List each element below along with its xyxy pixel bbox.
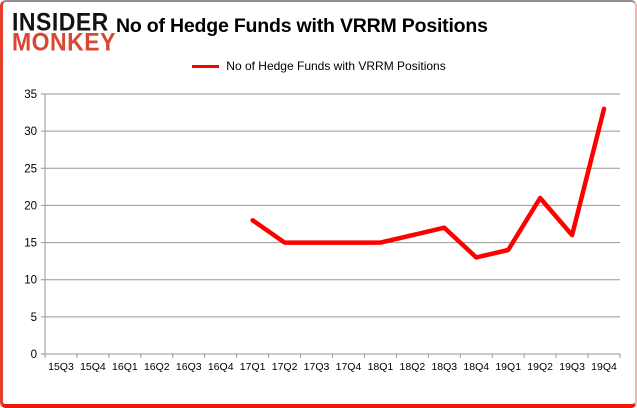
- x-tick-label: 19Q3: [559, 361, 585, 373]
- x-tick-label: 19Q2: [527, 361, 553, 373]
- y-tick-label: 0: [31, 349, 37, 361]
- x-tick-label: 19Q1: [495, 361, 521, 373]
- x-tick-label: 18Q3: [431, 361, 457, 373]
- x-tick-label: 16Q1: [112, 361, 138, 373]
- x-tick-label: 15Q4: [80, 361, 106, 373]
- y-tick-label: 35: [24, 89, 37, 101]
- y-tick-label: 25: [24, 163, 37, 175]
- line-chart: 0 5 10 15 20 25 30 35 15Q3 15Q4 16Q1 16Q2 16Q3 16Q4 17…: [24, 89, 621, 373]
- y-tick-label: 15: [24, 238, 37, 250]
- x-tick-label: 18Q2: [400, 361, 426, 373]
- y-tick-label: 5: [31, 312, 37, 324]
- x-tick-label: 19Q4: [591, 361, 617, 373]
- legend: No of Hedge Funds with VRRM Positions: [3, 59, 635, 73]
- y-tick-label: 10: [24, 275, 37, 287]
- legend-label: No of Hedge Funds with VRRM Positions: [226, 59, 446, 73]
- y-tick-label: 20: [24, 200, 37, 212]
- x-tick-label: 16Q2: [144, 361, 170, 373]
- x-tick-label: 17Q3: [304, 361, 330, 373]
- logo-word-monkey: MONKEY: [12, 27, 116, 57]
- x-tick-label: 17Q2: [272, 361, 298, 373]
- x-tick-label: 18Q4: [463, 361, 489, 373]
- legend-line-marker: [192, 64, 220, 68]
- insider-monkey-logo: INSIDER MONKEY: [12, 7, 116, 57]
- x-tick-label: 16Q4: [208, 361, 234, 373]
- series-line: [250, 106, 607, 260]
- x-tick-label: 16Q3: [176, 361, 202, 373]
- x-tick-label: 18Q1: [368, 361, 394, 373]
- chart-title: No of Hedge Funds with VRRM Positions: [116, 15, 488, 37]
- x-tick-label: 17Q4: [336, 361, 362, 373]
- y-tick-label: 30: [24, 126, 37, 138]
- logo-word-insider: INSIDER: [12, 7, 109, 36]
- x-tick-label: 15Q3: [48, 361, 74, 373]
- x-tick-label: 17Q1: [240, 361, 266, 373]
